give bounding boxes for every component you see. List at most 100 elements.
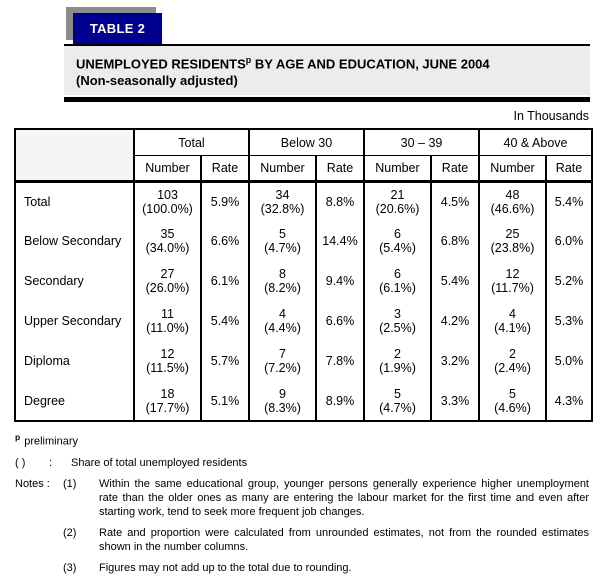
- rate-cell: 9.4%: [315, 261, 364, 302]
- share-value: (8.2%): [264, 281, 301, 296]
- subheader-number: Number: [478, 155, 546, 182]
- number-cell: 27 (26.0%): [133, 261, 201, 302]
- note-text: Within the same educational group, young…: [99, 477, 589, 518]
- table-row: Secondary 27 (26.0%) 6.1% 8 (8.2%) 9.4% 6(…: [14, 261, 593, 302]
- rate-cell: 5.2%: [544, 261, 593, 302]
- note-text: Figures may not add up to the total due …: [99, 561, 352, 574]
- share-value: (4.7%): [264, 241, 301, 256]
- number-value: 7: [279, 347, 286, 362]
- note-number: (3): [63, 561, 77, 574]
- number-value: 12: [160, 347, 175, 362]
- share-value: (7.2%): [264, 361, 301, 376]
- table-row: Diploma 12 (11.5%) 5.7% 7 (7.2%) 7.8% 2 (1.…: [14, 341, 593, 382]
- title-bottom-rule: [64, 97, 590, 103]
- share-value: (26.0%): [145, 281, 190, 296]
- rate-cell: 5.4%: [200, 301, 249, 342]
- subheader-number: Number: [133, 155, 201, 182]
- badge-area: TABLE 2: [0, 0, 603, 44]
- number-cell: 5 (4.6%): [478, 381, 546, 422]
- rate-cell: 8.9%: [315, 381, 364, 422]
- number-cell: 12 (11.7%): [478, 261, 546, 302]
- share-value: (20.6%): [375, 202, 420, 217]
- rate-cell: 4.3%: [544, 381, 593, 422]
- subheader-rate: Rate: [200, 155, 249, 182]
- row-label: Upper Secondary: [14, 301, 134, 342]
- number-value: 18: [160, 386, 175, 401]
- column-group-40-above: 40 & Above: [477, 129, 593, 156]
- row-label: Degree: [14, 381, 134, 422]
- number-value: 8: [279, 267, 286, 282]
- number-cell: 8 (8.2%): [248, 261, 316, 302]
- rate-cell: 4.5%: [430, 181, 479, 222]
- number-cell: 5 (4.7%): [363, 381, 431, 422]
- table-row: Below Secondary 35 (34.0%) 6.6% 5 (4.7%) 1…: [14, 221, 593, 262]
- share-value: (11.7%): [491, 281, 534, 296]
- note-3: (3) Figures may not add up to the total …: [15, 561, 589, 575]
- rate-cell: 5.9%: [200, 181, 249, 222]
- row-label: Secondary: [14, 261, 134, 302]
- subheader-rate: Rate: [430, 155, 479, 182]
- number-cell: 2 (1.9%): [363, 341, 431, 382]
- table-subtitle: (Non-seasonally adjusted): [76, 73, 238, 89]
- share-value: (23.8%): [490, 241, 535, 256]
- number-value: 9: [279, 386, 286, 401]
- share-value: (4.4%): [264, 321, 301, 336]
- number-value: 6: [394, 227, 401, 242]
- number-cell: 9 (8.3%): [248, 381, 316, 422]
- number-value: 6: [394, 267, 401, 282]
- number-value: 5: [509, 386, 516, 401]
- rate-cell: 5.1%: [200, 381, 249, 422]
- number-cell: 103 (100.0%): [133, 181, 201, 222]
- row-label: Total: [14, 181, 134, 222]
- number-cell: 4 (4.1%): [478, 301, 546, 342]
- number-value: 4: [279, 307, 286, 322]
- number-cell: 6 (6.1%): [363, 261, 431, 302]
- share-value: (4.1%): [494, 321, 531, 336]
- number-cell: 25 (23.8%): [478, 221, 546, 262]
- number-value: 27: [160, 267, 175, 282]
- title-rest: BY AGE AND EDUCATION, JUNE 2004: [251, 56, 490, 72]
- footnote-share: ( ) : Share of total unemployed resident…: [15, 456, 589, 470]
- footnotes: p preliminary ( ) : Share of total unempl…: [15, 430, 589, 575]
- number-cell: 2 (2.4%): [478, 341, 546, 382]
- rate-cell: 3.2%: [430, 341, 479, 382]
- share-value: (17.7%): [145, 400, 190, 415]
- number-value: 48: [505, 188, 520, 203]
- rate-cell: 5.7%: [200, 341, 249, 382]
- note-number: (1): [63, 477, 77, 490]
- rate-cell: 5.4%: [544, 181, 593, 222]
- share-colon: :: [49, 456, 53, 469]
- share-value: (11.0%): [146, 321, 189, 336]
- table-badge: TABLE 2: [73, 13, 162, 44]
- footnote-preliminary: p preliminary: [15, 430, 589, 449]
- share-value: (4.7%): [379, 400, 416, 415]
- number-value: 12: [505, 267, 520, 282]
- number-value: 21: [390, 188, 405, 203]
- number-value: 25: [505, 227, 520, 242]
- share-value: (2.4%): [494, 361, 531, 376]
- number-cell: 35 (34.0%): [133, 221, 201, 262]
- number-cell: 4 (4.4%): [248, 301, 316, 342]
- number-value: 34: [275, 188, 290, 203]
- note-number: (2): [63, 526, 77, 539]
- table-header-group-row: Total Below 30 30 – 39 40 & Above: [14, 129, 593, 182]
- row-label: Below Secondary: [14, 221, 134, 262]
- title-bar: UNEMPLOYED RESIDENTSp BY AGE AND EDUCATI…: [64, 44, 590, 96]
- number-cell: 48 (46.6%): [478, 181, 546, 222]
- subheader-number: Number: [363, 155, 431, 182]
- number-value: 5: [394, 386, 401, 401]
- number-cell: 7 (7.2%): [248, 341, 316, 382]
- preliminary-text: preliminary: [24, 435, 78, 448]
- table-title: UNEMPLOYED RESIDENTSp BY AGE AND EDUCATI…: [76, 52, 580, 72]
- number-value: 35: [160, 227, 175, 242]
- rate-cell: 14.4%: [315, 221, 364, 262]
- rate-cell: 6.0%: [544, 221, 593, 262]
- share-value: (5.4%): [379, 241, 416, 256]
- number-value: 103: [157, 188, 178, 203]
- number-value: 2: [509, 347, 516, 362]
- subheader-rate: Rate: [315, 155, 364, 182]
- share-value: (2.5%): [379, 321, 416, 336]
- rate-cell: 5.4%: [430, 261, 479, 302]
- units-note: In Thousands: [513, 109, 589, 124]
- number-value: 4: [509, 307, 516, 322]
